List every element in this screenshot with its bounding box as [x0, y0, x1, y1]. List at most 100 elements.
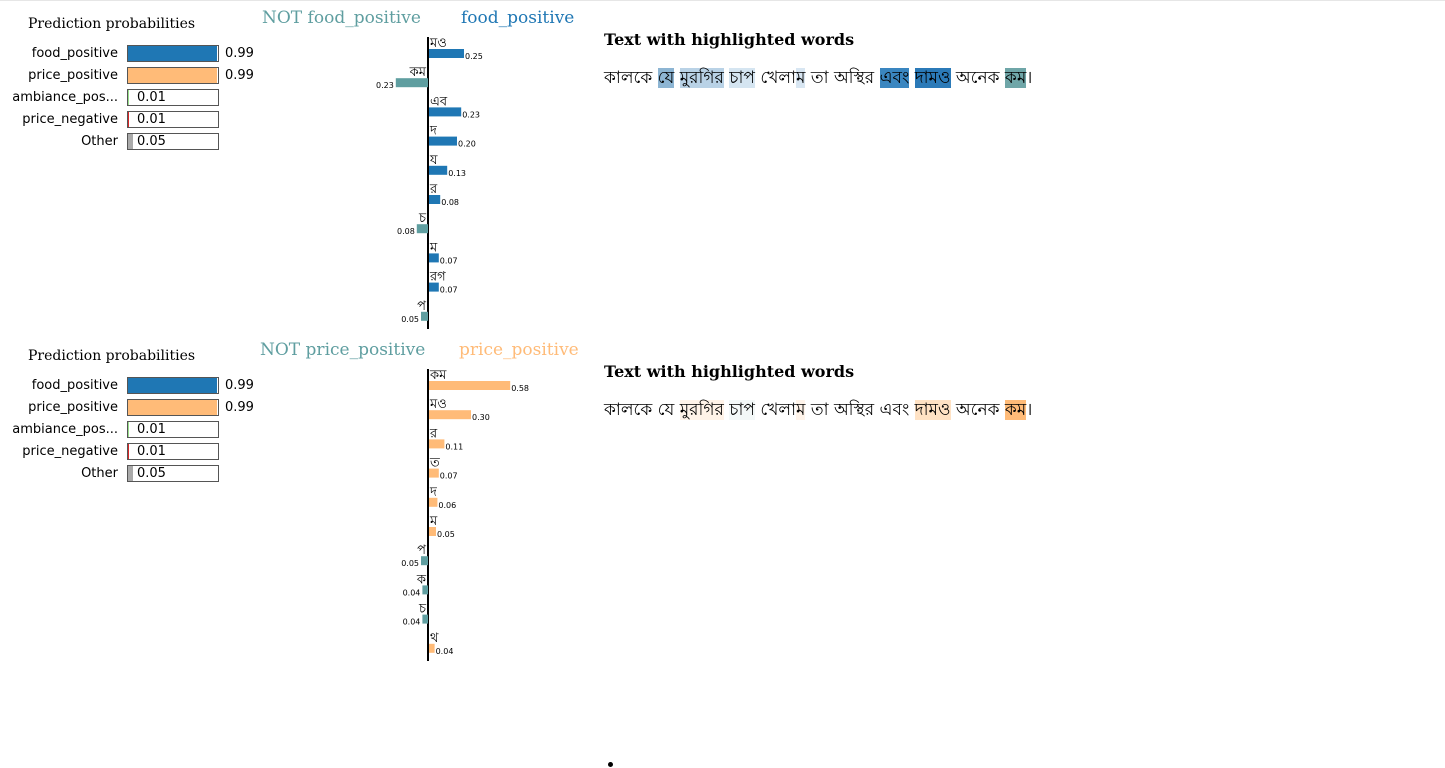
prob-bar-fill: [128, 134, 133, 149]
highlighted-word: চাপ: [729, 68, 755, 88]
feature-bar: [429, 439, 445, 449]
prob-value: 0.01: [137, 112, 166, 127]
prob-label: price_positive: [28, 68, 118, 83]
prob-label: price_negative: [22, 444, 118, 459]
feature-label: ম: [429, 240, 438, 255]
plain-text: খেলা: [754, 400, 797, 420]
class-header: food_positive: [461, 8, 575, 28]
highlighted-word: যে: [657, 68, 675, 88]
prediction-probabilities-title: Prediction probabilities: [28, 16, 196, 32]
prob-value: 0.99: [225, 46, 254, 61]
prob-label: food_positive: [31, 378, 118, 393]
feature-value-label: 0.05: [437, 530, 455, 539]
prob-bar-fill: [128, 466, 133, 481]
feature-label: র: [429, 182, 438, 197]
prob-value: 0.05: [137, 466, 166, 481]
prob-row: Other 0.05: [0, 465, 270, 483]
feature-value-label: 0.08: [441, 198, 459, 207]
prob-bar-fill: [128, 422, 129, 437]
plain-text: অনেক: [950, 400, 1005, 420]
prob-label: ambiance_pos...: [12, 90, 118, 105]
feature-value-label: 0.25: [465, 52, 483, 61]
prob-bar: [127, 443, 219, 460]
feature-bar: [429, 136, 457, 146]
prob-bar: [127, 67, 219, 84]
feature-label: ত: [429, 456, 440, 471]
feature-label: কম: [409, 65, 427, 80]
feature-bar: [429, 527, 436, 536]
feature-value-label: 0.07: [440, 256, 458, 265]
feature-label: দ: [429, 124, 437, 139]
prob-bar-fill: [128, 444, 129, 459]
prob-bar: [127, 89, 219, 106]
prob-bar-fill: [128, 400, 218, 415]
feature-label: প: [417, 543, 426, 558]
prob-label: ambiance_pos...: [12, 422, 118, 437]
prob-row: food_positive 0.99: [0, 377, 270, 395]
feature-bar: [429, 643, 435, 653]
feature-label: য: [429, 153, 438, 168]
feature-value-label: 0.08: [397, 227, 415, 236]
feature-value-label: 0.13: [448, 169, 466, 178]
feature-label: মও: [429, 36, 447, 51]
prob-bar-fill: [128, 90, 129, 105]
prob-bar: [127, 111, 219, 128]
highlighted-word: কম: [1004, 68, 1027, 88]
feature-label: মও: [429, 397, 447, 412]
class-header: price_positive: [459, 340, 579, 360]
highlighted-word: দামও: [914, 400, 951, 420]
prob-bar: [127, 465, 219, 482]
prob-bar-fill: [128, 112, 129, 127]
feature-weights-chart: কম0.58মও0.30র0.11ত0.07দ0.06ম0.05প0.05ক0.…: [401, 368, 529, 661]
feature-bar: [429, 165, 448, 175]
prob-bar-fill: [128, 46, 218, 61]
feature-bar: [429, 497, 438, 507]
feature-bar: [429, 253, 439, 263]
prob-bar: [127, 421, 219, 438]
highlighted-word: কম: [1004, 400, 1027, 420]
feature-label: চ: [418, 602, 427, 617]
feature-bar: [422, 614, 428, 624]
prob-bar-fill: [128, 378, 218, 393]
feature-value-label: 0.20: [458, 140, 476, 149]
feature-value-label: 0.30: [472, 413, 490, 422]
prediction-probabilities-title: Prediction probabilities: [28, 348, 196, 364]
feature-value-label: 0.07: [440, 286, 458, 295]
feature-value-label: 0.07: [440, 472, 458, 481]
feature-value-label: 0.23: [376, 81, 394, 90]
highlighted-word: এবং: [879, 68, 910, 88]
feature-bar: [429, 468, 439, 478]
prob-row: price_negative 0.01: [0, 111, 270, 129]
feature-label: র: [429, 426, 438, 441]
plain-text: যে: [657, 400, 675, 420]
feature-value-label: 0.04: [403, 618, 421, 627]
prob-label: price_negative: [22, 112, 118, 127]
highlighted-word: ম: [796, 68, 806, 88]
prob-row: price_positive 0.99: [0, 399, 270, 417]
highlighted-text-title: Text with highlighted words: [604, 362, 855, 381]
feature-bar: [395, 78, 428, 88]
feature-bar: [429, 195, 441, 204]
feature-label: প: [417, 299, 426, 314]
feature-bar: [421, 556, 428, 566]
not-class-header: NOT price_positive: [260, 340, 426, 360]
highlighted-text: কালকে যে মুরগির চাপ খেলাম তা অস্থির এবং …: [604, 66, 1032, 90]
feature-value-label: 0.05: [401, 315, 419, 324]
prob-value: 0.99: [225, 400, 254, 415]
plain-text: খেলা: [754, 68, 797, 88]
feature-value-label: 0.58: [511, 384, 529, 393]
prob-bar: [127, 45, 219, 62]
prob-row: Other 0.05: [0, 133, 270, 151]
feature-label: ক: [416, 572, 427, 587]
prob-value: 0.01: [137, 444, 166, 459]
prob-row: food_positive 0.99: [0, 45, 270, 63]
feature-bar: [429, 49, 464, 58]
bullet-dot: [608, 762, 613, 767]
prob-value: 0.01: [137, 90, 166, 105]
plain-text: ।: [1026, 68, 1033, 88]
prob-value: 0.99: [225, 68, 254, 83]
feature-value-label: 0.04: [436, 647, 454, 656]
plain-text: [652, 68, 657, 88]
feature-bar: [429, 381, 511, 390]
feature-bar: [421, 311, 428, 321]
